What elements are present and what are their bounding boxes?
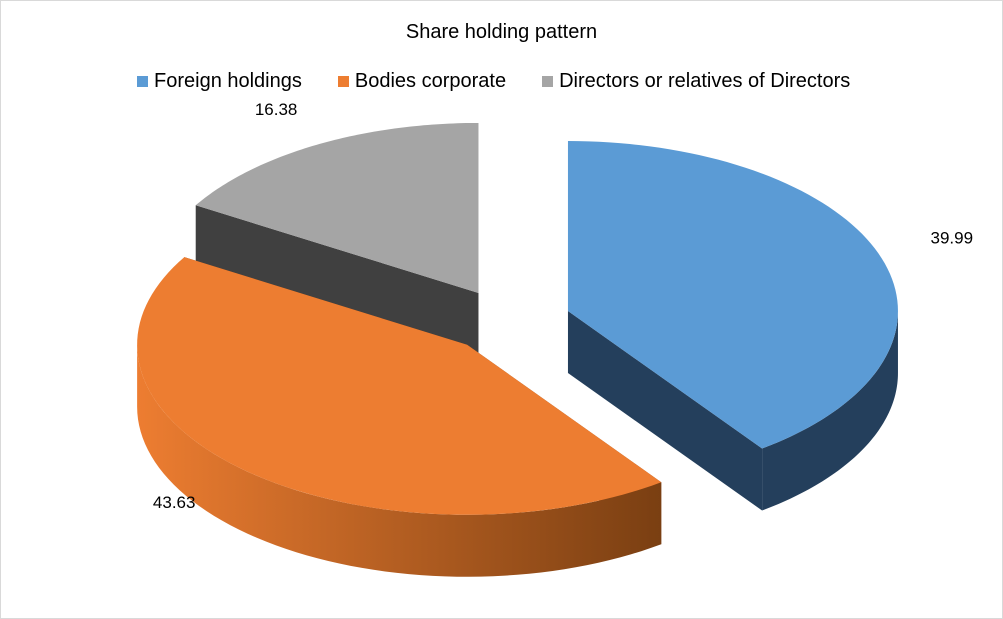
legend-label-bodies-corporate: Bodies corporate: [354, 69, 507, 92]
data-label-foreign-holdings: 39.99: [931, 228, 974, 247]
pie-outer-wall-foreign-holdings: [762, 311, 898, 511]
legend: Foreign holdings Bodies corporate Direct…: [137, 69, 886, 93]
data-label-directors: 16.38: [255, 100, 298, 119]
pie-side-wall-foreign-holdings-1: [567, 311, 763, 511]
pie-slice-foreign-holdings: [567, 141, 898, 511]
pie-side-wall-directors-0: [195, 205, 479, 355]
pie-slice-directors: [195, 122, 479, 355]
legend-label-foreign-holdings: Foreign holdings: [154, 69, 302, 92]
legend-swatch-directors: [542, 75, 554, 87]
data-label-bodies-corporate: 43.63: [153, 493, 196, 512]
legend-item-directors: Directors or relatives of Directors: [542, 70, 850, 93]
pie-top-bodies-corporate: [137, 257, 662, 515]
legend-swatch-foreign-holdings: [137, 75, 148, 87]
pie-top-directors: [195, 122, 479, 293]
pie-top-foreign-holdings: [567, 141, 898, 449]
chart-title: Share holding pattern: [405, 21, 598, 43]
legend-label-directors: Directors or relatives of Directors: [559, 69, 851, 92]
pie-outer-wall-bodies-corporate: [137, 344, 662, 577]
legend-item-foreign-holdings: Foreign holdings: [137, 70, 302, 93]
legend-swatch-bodies-corporate: [337, 75, 349, 87]
pie-slice-bodies-corporate: [137, 257, 662, 577]
legend-item-bodies-corporate: Bodies corporate: [337, 69, 507, 93]
